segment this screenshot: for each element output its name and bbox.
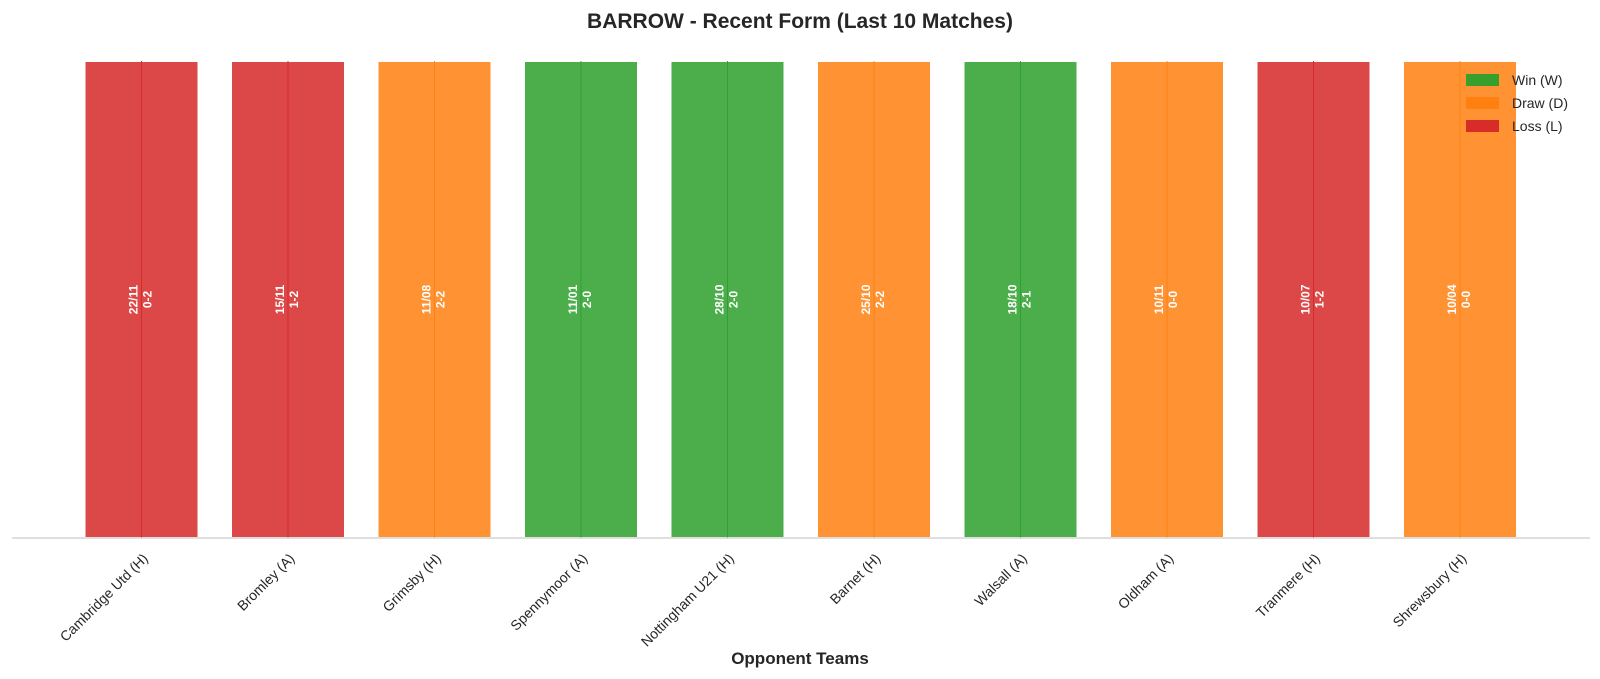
bar-score-label: 0-0 [1166,291,1180,309]
bar-score-label: 0-0 [1459,291,1473,309]
x-axis-label: Opponent Teams [731,649,869,668]
bar-date-label: 11/08 [420,284,434,314]
bar-score-label: 2-2 [434,291,448,309]
x-tick-label: Grimsby (H) [379,550,444,615]
bar-score-label: 2-1 [1020,291,1034,309]
bar-date-label: 11/01 [566,284,580,314]
bar-group: 28/10 2-0 [669,60,786,539]
x-tick-label: Walsall (A) [971,550,1030,609]
x-tick-label: Nottingham U21 (H) [638,550,737,649]
legend-label: Loss (L) [1512,118,1563,134]
x-tick-label: Tranmere (H) [1253,550,1323,620]
legend-label: Win (W) [1512,72,1563,88]
bar-group: 10/07 1-2 [1255,60,1372,539]
bar-score-label: 0-2 [141,291,155,309]
bar-group: 18/10 2-1 [962,60,1079,539]
legend-entry: Draw (D) [1466,95,1568,111]
x-tick-label: Spennymoor (A) [507,550,590,633]
bar-score-label: 1-2 [287,291,301,309]
chart-title: BARROW - Recent Form (Last 10 Matches) [587,10,1013,33]
bar-date-label: 18/10 [1006,284,1020,314]
bar-date-label: 25/10 [859,284,873,314]
bar-date-label: 10/11 [1152,284,1166,314]
legend-swatch [1466,97,1499,109]
bar-group: 10/11 0-0 [1109,60,1225,539]
x-tick-label: Bromley (A) [234,550,298,614]
bar-score-label: 1-2 [1313,291,1327,309]
bar-date-label: 28/10 [713,284,727,314]
bar-date-label: 10/04 [1445,284,1459,314]
legend-entry: Loss (L) [1466,118,1563,134]
bar-group: 25/10 2-2 [816,60,932,539]
bar-date-label: 10/07 [1299,284,1313,314]
bar-group: 11/01 2-0 [523,60,639,539]
bar-date-label: 22/11 [127,284,141,314]
bar-group: 15/11 1-2 [230,60,346,539]
x-tick-label: Shrewsbury (H) [1389,550,1469,630]
bar-score-label: 2-0 [580,291,594,309]
bar-date-label: 15/11 [273,284,287,314]
legend-swatch [1466,74,1499,86]
bar-group: 22/11 0-2 [83,60,200,539]
x-tick-labels: Cambridge Utd (H) Bromley (A) Grimsby (H) S… [57,550,1470,649]
x-tick-label: Cambridge Utd (H) [57,550,151,644]
bar-group: 11/08 2-2 [376,60,493,539]
bar-score-label: 2-0 [727,291,741,309]
legend: Win (W) Draw (D) Loss (L) [1466,72,1568,134]
legend-swatch [1466,120,1499,132]
bars-layer: 22/11 0-2 15/11 1-2 11/08 2-2 11/01 2-0 28/10 2-0… [83,60,1518,539]
x-tick-label: Barnet (H) [827,550,884,607]
bar-score-label: 2-2 [873,291,887,309]
legend-label: Draw (D) [1512,95,1568,111]
legend-entry: Win (W) [1466,72,1563,88]
x-tick-label: Oldham (A) [1115,550,1177,612]
bar-group: 10/04 0-0 [1402,60,1518,539]
